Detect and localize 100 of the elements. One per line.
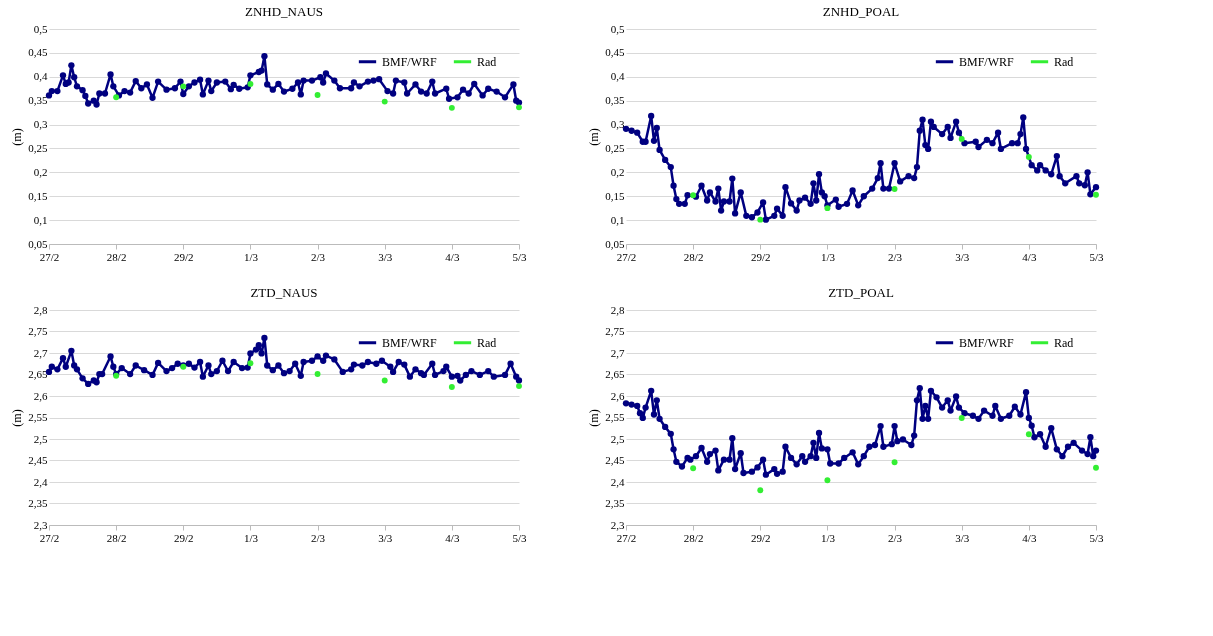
x-tick-label: 1/3 <box>243 250 259 263</box>
x-tick-label: 28/2 <box>106 250 127 263</box>
legend-label: Rad <box>1054 335 1074 350</box>
y-tick-label: 2,45 <box>605 454 625 466</box>
y-tick-label: 0,2 <box>33 165 48 178</box>
chart-title: ZTD_NAUS <box>250 285 318 300</box>
y-tick-label: 2,3 <box>33 518 48 531</box>
y-tick-label: 0,25 <box>605 141 625 154</box>
y-tick-label: 0,35 <box>28 94 48 107</box>
x-tick-label: 29/2 <box>751 531 771 544</box>
point <box>1025 431 1032 438</box>
point <box>891 459 898 466</box>
y-tick-label: 2,35 <box>605 497 625 509</box>
legend-label: BMF/WRF <box>959 54 1015 69</box>
x-tick-label: 29/2 <box>174 531 194 544</box>
point <box>516 383 522 390</box>
point <box>448 104 455 111</box>
point <box>757 216 764 223</box>
point <box>381 98 388 105</box>
y-tick-label: 2,3 <box>610 518 625 531</box>
x-tick-label: 28/2 <box>683 531 704 544</box>
y-tick-label: 2,55 <box>605 411 625 423</box>
y-tick-label: 2,7 <box>610 346 625 359</box>
y-tick-label: 0,25 <box>28 141 48 154</box>
point <box>958 135 965 142</box>
point <box>314 371 321 378</box>
x-tick-label: 4/3 <box>1022 250 1037 263</box>
x-tick-label: 1/3 <box>243 531 259 544</box>
point <box>1093 191 1099 198</box>
y-tick-label: 2,6 <box>33 389 48 402</box>
x-tick-label: 28/2 <box>106 531 127 544</box>
x-tick-label: 5/3 <box>1089 250 1105 263</box>
point <box>1093 464 1099 471</box>
y-tick-label: 0,5 <box>33 22 48 35</box>
y-tick-label: 0,45 <box>605 46 625 59</box>
legend-label: Rad <box>477 335 497 350</box>
y-tick-label: 2,4 <box>33 475 48 488</box>
y-tick-label: 0,5 <box>610 22 625 35</box>
chart-title: ZNHD_POAL <box>822 4 900 19</box>
y-tick-label: 0,45 <box>28 46 48 59</box>
y-tick-label: 2,65 <box>28 368 48 380</box>
point <box>180 83 187 90</box>
y-tick-label: 2,8 <box>610 303 625 316</box>
y-tick-label: 0,05 <box>28 237 48 250</box>
x-tick-label: 3/3 <box>378 531 393 544</box>
x-tick-label: 29/2 <box>751 250 771 263</box>
y-axis-title: (m) <box>587 128 602 146</box>
y-tick-label: 0,15 <box>28 189 48 202</box>
x-tick-label: 27/2 <box>616 531 637 544</box>
point <box>757 487 764 494</box>
x-tick-label: 2/3 <box>311 531 326 544</box>
point <box>824 477 831 484</box>
point <box>891 186 898 193</box>
x-tick-label: 29/2 <box>174 250 194 263</box>
x-tick-label: 28/2 <box>683 250 704 263</box>
x-tick-label: 1/3 <box>820 531 836 544</box>
x-tick-label: 27/2 <box>39 531 60 544</box>
y-tick-label: 0,35 <box>605 94 625 107</box>
point <box>1025 154 1032 160</box>
y-tick-label: 2,45 <box>28 454 48 466</box>
y-tick-label: 0,05 <box>605 237 625 250</box>
y-tick-label: 2,75 <box>28 325 48 337</box>
x-tick-label: 4/3 <box>445 531 460 544</box>
y-tick-label: 2,4 <box>610 475 625 488</box>
x-tick-label: 4/3 <box>1022 531 1037 544</box>
legend-label: Rad <box>477 54 497 69</box>
x-tick-label: 2/3 <box>888 531 903 544</box>
point <box>314 91 321 98</box>
y-tick-label: 2,7 <box>33 346 48 359</box>
x-tick-label: 2/3 <box>888 250 903 263</box>
y-tick-label: 0,3 <box>610 118 625 131</box>
chart-title: ZNHD_NAUS <box>245 4 323 19</box>
x-tick-label: 3/3 <box>955 250 970 263</box>
legend-label: BMF/WRF <box>959 335 1015 350</box>
y-tick-label: 2,65 <box>605 368 625 380</box>
point <box>516 104 522 111</box>
y-tick-label: 2,8 <box>33 303 48 316</box>
point <box>448 384 455 390</box>
point <box>381 377 388 384</box>
x-tick-label: 4/3 <box>445 250 460 263</box>
y-tick-label: 0,1 <box>33 213 48 226</box>
point <box>247 80 254 87</box>
point <box>247 360 254 367</box>
legend-label: Rad <box>1054 54 1074 69</box>
y-tick-label: 2,5 <box>610 432 625 445</box>
y-tick-label: 0,2 <box>610 165 625 178</box>
x-tick-label: 3/3 <box>955 531 970 544</box>
y-tick-label: 0,3 <box>33 118 48 131</box>
y-tick-label: 0,1 <box>610 213 625 226</box>
point <box>958 414 965 421</box>
y-tick-label: 2,55 <box>28 411 48 423</box>
x-tick-label: 5/3 <box>512 250 528 263</box>
point <box>690 465 697 472</box>
legend-label: BMF/WRF <box>382 54 438 69</box>
y-tick-label: 0,4 <box>33 70 48 83</box>
y-tick-label: 0,15 <box>605 189 625 202</box>
y-tick-label: 2,5 <box>33 432 48 445</box>
chart-title: ZTD_POAL <box>828 285 894 300</box>
legend-label: BMF/WRF <box>382 335 438 350</box>
x-tick-label: 5/3 <box>1089 531 1105 544</box>
